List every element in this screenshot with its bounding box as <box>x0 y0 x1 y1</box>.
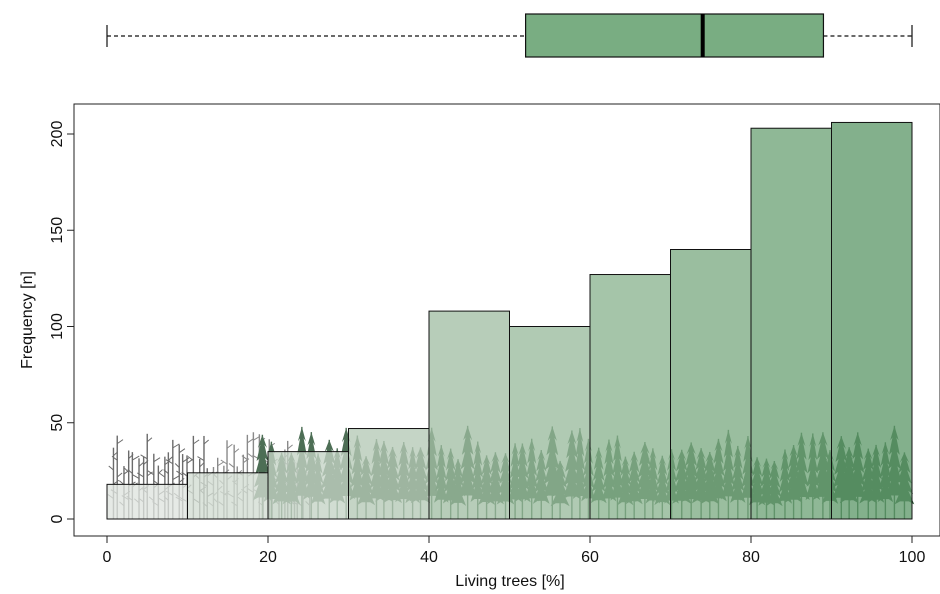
dead-tree-branch <box>146 471 153 477</box>
dead-tree-branch <box>131 474 140 479</box>
dead-tree-branch <box>174 463 180 468</box>
dead-tree-branch <box>147 470 155 476</box>
boxplot-box <box>524 13 825 58</box>
x-tick-label: 80 <box>742 549 760 566</box>
histogram-bar <box>428 310 510 520</box>
dead-tree-branch <box>193 439 200 445</box>
dead-tree-branch <box>165 459 174 465</box>
axes: 0 20 40 60 80 100 0 50 100 150 200 <box>49 121 925 566</box>
boxplot <box>106 13 913 58</box>
y-tick-label: 50 <box>49 414 66 432</box>
dead-tree-branch <box>132 455 140 461</box>
dead-tree-branch <box>203 439 209 445</box>
dead-tree-branch <box>127 469 133 474</box>
dead-tree-branch <box>137 472 144 478</box>
dead-tree-branch <box>197 456 205 461</box>
histogram-bar <box>831 121 913 520</box>
dead-tree-branch <box>153 457 161 463</box>
y-tick-label: 200 <box>49 121 66 148</box>
histogram-bar <box>187 472 269 520</box>
x-tick-label: 40 <box>420 549 438 566</box>
dead-tree-branch <box>217 461 225 467</box>
x-tick-label: 60 <box>581 549 599 566</box>
dead-tree-branch <box>116 472 123 478</box>
dead-tree-branch <box>199 462 205 468</box>
dead-tree-branch <box>140 454 148 460</box>
dead-tree-branch <box>182 457 189 463</box>
y-tick-label: 100 <box>49 313 66 340</box>
dead-tree-branch <box>111 455 118 461</box>
dead-tree-branch <box>220 459 228 465</box>
histogram-bar <box>106 483 188 520</box>
x-tick-label: 0 <box>103 549 112 566</box>
dead-tree-branch <box>108 465 114 471</box>
histogram-bar <box>267 451 349 520</box>
dead-tree-branch <box>187 456 194 461</box>
dead-tree-branch <box>138 461 144 467</box>
y-tick-label: 150 <box>49 217 66 244</box>
histogram-bar <box>589 274 671 520</box>
dead-tree-branch <box>172 475 180 480</box>
dead-tree-branch <box>241 455 248 461</box>
histogram-bar <box>348 428 430 520</box>
dead-tree-branch <box>163 469 169 475</box>
dead-tree-branch <box>186 458 194 464</box>
histogram-bar <box>509 326 591 520</box>
dead-tree-branch <box>228 463 235 468</box>
histogram-bar <box>670 249 752 520</box>
dead-tree-branch <box>124 467 130 473</box>
dead-tree-branch <box>152 479 159 485</box>
dead-tree-branch <box>287 444 293 450</box>
dead-tree-branch <box>226 443 233 449</box>
histogram-bars <box>106 121 913 520</box>
y-axis-title: Frequency [n] <box>19 271 36 369</box>
dead-tree-branch <box>158 469 163 474</box>
dead-tree-branch <box>181 471 188 477</box>
dead-tree-branch <box>178 448 186 454</box>
y-tick-label: 0 <box>49 514 66 523</box>
x-axis-title: Living trees [%] <box>455 573 564 590</box>
x-tick-label: 20 <box>259 549 277 566</box>
dead-tree-branch <box>247 438 254 444</box>
dead-tree-branch <box>159 472 166 478</box>
dead-tree-branch <box>247 453 254 458</box>
histogram-bar <box>750 127 832 520</box>
dead-tree-branch <box>172 443 180 449</box>
dead-tree-branch <box>178 478 185 483</box>
dead-tree-branch <box>116 439 124 445</box>
x-tick-label: 100 <box>899 549 926 566</box>
dead-tree-branch <box>233 448 240 454</box>
dead-tree-branch <box>113 479 120 485</box>
dead-tree-branch <box>176 470 183 476</box>
dead-tree-branch <box>146 437 153 443</box>
